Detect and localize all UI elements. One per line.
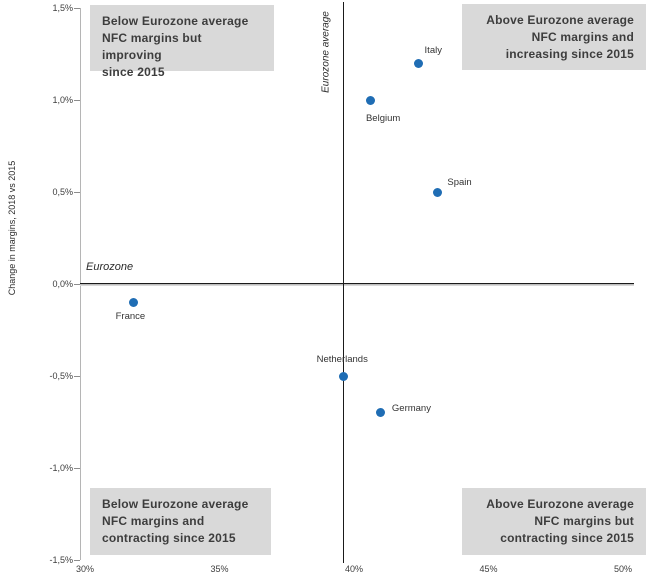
quadrant-text-line: since 2015 xyxy=(102,65,165,79)
y-tick-mark xyxy=(74,560,80,561)
y-tick-mark xyxy=(74,8,80,9)
y-tick-label: 1,0% xyxy=(52,94,73,105)
data-point-belgium xyxy=(365,95,375,105)
data-point-france xyxy=(128,297,138,307)
data-point-label-spain: Spain xyxy=(447,177,472,188)
quadrant-text-line: contracting since 2015 xyxy=(500,531,634,545)
x-tick-label: 45% xyxy=(479,564,498,574)
data-point-label-belgium: Belgium xyxy=(365,113,401,124)
eurozone-zero-reference-line xyxy=(80,283,634,284)
quadrant-text-line: NFC margins and xyxy=(102,514,205,528)
data-point-label-netherlands: Netherlands xyxy=(316,354,368,365)
y-tick-mark xyxy=(74,284,80,285)
y-tick-mark xyxy=(74,100,80,101)
eurozone-average-reference-line xyxy=(343,2,344,563)
quadrant-text-line: increasing since 2015 xyxy=(505,47,634,61)
quadrant-text-line: NFC margins and xyxy=(531,30,634,44)
quadrant-label-bottom-right: Above Eurozone average NFC margins but c… xyxy=(462,488,646,555)
y-tick-label: 0,5% xyxy=(52,186,73,197)
y-axis-title: Change in margins, 2018 vs 2015 xyxy=(7,160,17,296)
quadrant-text-line: Above Eurozone average xyxy=(486,497,634,511)
quadrant-text-line: Above Eurozone average xyxy=(486,13,634,27)
x-tick-label: 30% xyxy=(75,564,94,574)
quadrant-label-bottom-left: Below Eurozone average NFC margins and c… xyxy=(90,488,271,555)
y-tick-label: -0,5% xyxy=(49,370,73,381)
data-point-label-italy: Italy xyxy=(424,45,442,57)
y-tick-mark xyxy=(74,192,80,193)
quadrant-text-line: NFC margins but xyxy=(534,514,634,528)
data-point-label-france: France xyxy=(115,311,146,323)
x-tick-label: 35% xyxy=(210,564,229,574)
eurozone-average-line-label: Eurozone average xyxy=(320,11,332,93)
quadrant-text-line: Below Eurozone average xyxy=(102,14,249,28)
data-point-italy xyxy=(414,58,424,68)
y-tick-mark xyxy=(74,376,80,377)
y-axis-line xyxy=(80,8,81,560)
x-tick-label: 40% xyxy=(344,564,363,574)
y-tick-label: 1,5% xyxy=(52,2,73,13)
eurozone-line-label: Eurozone xyxy=(86,261,134,273)
data-point-netherlands xyxy=(338,371,348,381)
y-tick-mark xyxy=(74,468,80,469)
quadrant-text-line: NFC margins but improving xyxy=(102,31,202,62)
y-tick-label: -1,0% xyxy=(49,462,73,473)
quadrant-text-line: Below Eurozone average xyxy=(102,497,249,511)
data-point-label-germany: Germany xyxy=(391,402,431,414)
quadrant-label-top-left: Below Eurozone average NFC margins but i… xyxy=(90,5,274,79)
y-tick-label: 0,0% xyxy=(52,278,73,289)
y-tick-label: -1,5% xyxy=(49,554,73,565)
data-point-germany xyxy=(376,408,386,418)
x-tick-label: 50% xyxy=(613,564,632,574)
quadrant-label-top-right: Above Eurozone average NFC margins and i… xyxy=(462,4,646,70)
data-point-spain xyxy=(432,187,442,197)
quadrant-text-line: contracting since 2015 xyxy=(102,531,236,545)
